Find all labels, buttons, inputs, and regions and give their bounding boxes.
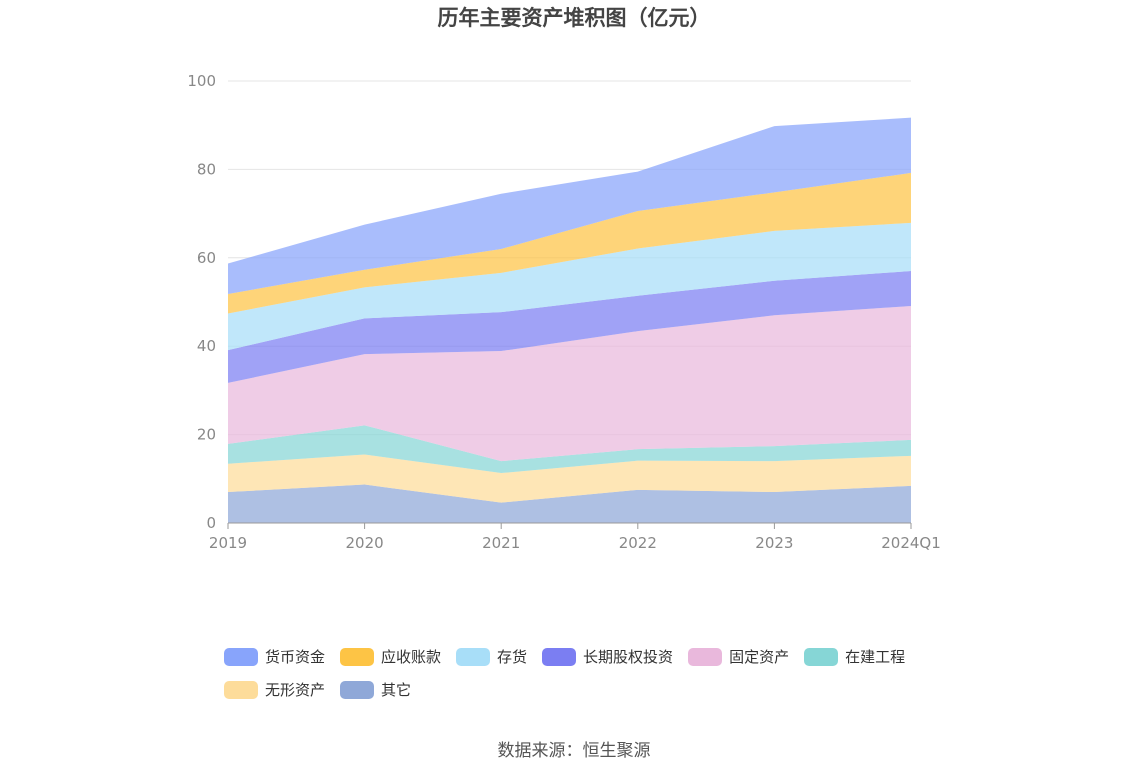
legend-item[interactable]: 无形资产: [224, 679, 325, 700]
data-source-note: 数据来源：恒生聚源: [497, 741, 651, 761]
x-tick-label: 2020: [346, 534, 384, 552]
y-tick-label: 100: [187, 72, 216, 90]
legend-item[interactable]: 货币资金: [224, 646, 325, 667]
legend-swatch: [804, 647, 839, 666]
area-series-7: [228, 117, 911, 295]
y-tick-label: 60: [197, 249, 216, 267]
legend-label: 在建工程: [845, 648, 906, 666]
y-tick-label: 0: [206, 514, 216, 532]
legend: 货币资金 应收账款 存货 长期股权投资 固定资产 在建工程无形资产 其它: [224, 640, 984, 706]
x-tick-label: 2019: [209, 534, 247, 552]
legend-row: 货币资金 应收账款 存货 长期股权投资 固定资产 在建工程: [224, 640, 984, 673]
area-series-4: [228, 271, 911, 383]
area-series-2: [228, 425, 911, 474]
legend-swatch: [456, 647, 491, 666]
legend-item[interactable]: 应收账款: [340, 646, 441, 667]
stacked-area-chart: 0 20 40 60 80 100 2019 2020 2021 2022 2023 2024Q1: [187, 72, 941, 552]
x-tick-label: 2024Q1: [881, 534, 941, 552]
legend-item[interactable]: 在建工程: [804, 646, 905, 667]
legend-label: 货币资金: [265, 648, 326, 666]
legend-swatch: [340, 680, 375, 699]
legend-label: 固定资产: [729, 648, 790, 666]
legend-label: 长期股权投资: [583, 648, 674, 666]
x-tick-label: 2023: [755, 534, 793, 552]
legend-item[interactable]: 存货: [456, 646, 527, 667]
y-tick-label: 40: [197, 337, 216, 355]
legend-item[interactable]: 长期股权投资: [542, 646, 673, 667]
y-tick-label: 80: [197, 160, 216, 178]
area-series-3: [228, 305, 911, 462]
area-series-5: [228, 222, 911, 351]
y-tick-label: 20: [197, 426, 216, 444]
legend-swatch: [688, 647, 723, 666]
legend-label: 无形资产: [265, 681, 326, 699]
area-series-0: [228, 484, 911, 523]
legend-row: 无形资产 其它: [224, 673, 984, 706]
legend-item[interactable]: 其它: [340, 679, 411, 700]
legend-swatch: [542, 647, 577, 666]
legend-swatch: [340, 647, 375, 666]
area-series-6: [228, 172, 911, 314]
x-tick-label: 2021: [482, 534, 520, 552]
legend-item[interactable]: 固定资产: [688, 646, 789, 667]
x-tick-label: 2022: [619, 534, 657, 552]
legend-label: 应收账款: [381, 648, 442, 666]
legend-label: 其它: [381, 681, 412, 699]
legend-label: 存货: [497, 648, 528, 666]
area-series-1: [228, 454, 911, 503]
chart-title: 历年主要资产堆积图（亿元）: [437, 6, 711, 30]
legend-swatch: [224, 680, 258, 699]
legend-swatch: [224, 647, 258, 666]
